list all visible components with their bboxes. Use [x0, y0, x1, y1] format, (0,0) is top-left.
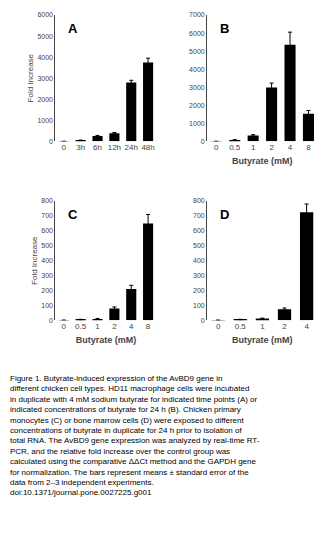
svg-text:2: 2 [269, 143, 274, 152]
svg-text:3000: 3000 [189, 84, 205, 91]
svg-text:7000: 7000 [189, 11, 205, 18]
svg-text:500: 500 [41, 242, 53, 249]
svg-text:B: B [220, 21, 229, 36]
svg-text:1: 1 [251, 143, 256, 152]
svg-text:1: 1 [95, 322, 100, 331]
svg-text:Fold Increase: Fold Increase [26, 53, 35, 102]
svg-text:400: 400 [193, 257, 205, 264]
svg-text:2000: 2000 [37, 96, 53, 103]
svg-text:600: 600 [193, 227, 205, 234]
svg-text:5000: 5000 [37, 33, 53, 40]
svg-text:0.5: 0.5 [229, 143, 241, 152]
svg-text:200: 200 [41, 287, 53, 294]
svg-text:0: 0 [49, 138, 53, 145]
svg-text:300: 300 [193, 272, 205, 279]
svg-text:800: 800 [193, 197, 205, 204]
svg-text:6000: 6000 [189, 30, 205, 37]
svg-text:100: 100 [193, 302, 205, 309]
svg-text:8: 8 [306, 143, 311, 152]
svg-text:0: 0 [62, 143, 67, 152]
svg-text:2: 2 [282, 322, 287, 331]
svg-text:300: 300 [41, 272, 53, 279]
svg-text:3h: 3h [76, 143, 85, 152]
svg-text:6000: 6000 [37, 11, 53, 18]
svg-text:400: 400 [41, 257, 53, 264]
svg-text:Butyrate (mM): Butyrate (mM) [76, 335, 137, 345]
svg-text:500: 500 [193, 242, 205, 249]
svg-text:0.5: 0.5 [75, 322, 87, 331]
svg-text:4000: 4000 [37, 54, 53, 61]
svg-text:48h: 48h [141, 143, 154, 152]
svg-text:0: 0 [216, 322, 221, 331]
svg-text:0: 0 [201, 138, 205, 145]
svg-text:1000: 1000 [189, 120, 205, 127]
svg-text:12h: 12h [108, 143, 121, 152]
svg-text:1: 1 [260, 322, 265, 331]
svg-text:700: 700 [193, 212, 205, 219]
svg-text:Fold Increase: Fold Increase [30, 236, 39, 285]
svg-text:5000: 5000 [189, 48, 205, 55]
svg-text:4000: 4000 [189, 66, 205, 73]
svg-text:Butyrate (mM): Butyrate (mM) [232, 156, 293, 166]
svg-text:0: 0 [201, 317, 205, 324]
svg-text:200: 200 [193, 287, 205, 294]
svg-text:D: D [220, 207, 229, 222]
svg-text:700: 700 [41, 212, 53, 219]
svg-text:C: C [68, 207, 78, 222]
svg-text:600: 600 [41, 227, 53, 234]
svg-text:6h: 6h [93, 143, 102, 152]
svg-text:0: 0 [62, 322, 67, 331]
svg-text:0.5: 0.5 [235, 322, 247, 331]
svg-text:2000: 2000 [189, 102, 205, 109]
svg-text:0: 0 [49, 317, 53, 324]
svg-text:0: 0 [214, 143, 219, 152]
svg-text:3000: 3000 [37, 75, 53, 82]
svg-text:100: 100 [41, 302, 53, 309]
svg-text:2: 2 [112, 322, 117, 331]
svg-text:4: 4 [304, 322, 309, 331]
svg-text:8: 8 [146, 322, 151, 331]
svg-text:1000: 1000 [37, 117, 53, 124]
svg-text:800: 800 [41, 197, 53, 204]
svg-text:Figure 1. Butyrate-induced exp: Figure 1. Butyrate-induced expression of… [10, 374, 260, 497]
svg-text:24h: 24h [125, 143, 138, 152]
svg-text:4: 4 [288, 143, 293, 152]
svg-text:A: A [68, 21, 78, 36]
svg-text:Butyrate (mM): Butyrate (mM) [232, 335, 293, 345]
svg-text:4: 4 [129, 322, 134, 331]
